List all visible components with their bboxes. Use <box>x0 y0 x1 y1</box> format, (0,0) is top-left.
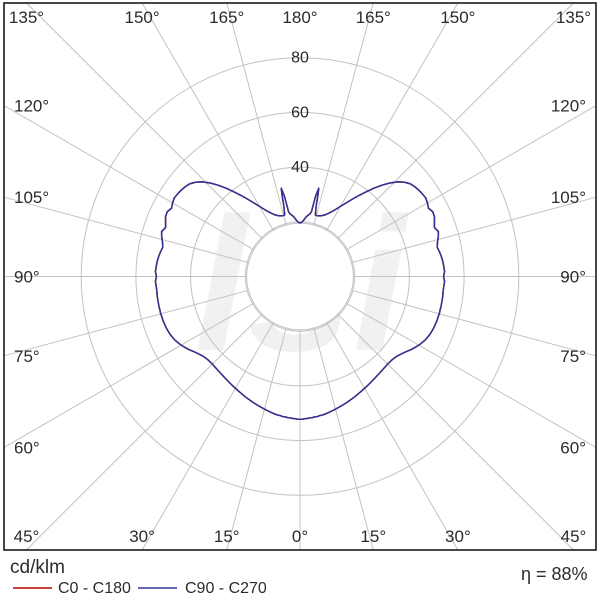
svg-text:105°: 105° <box>14 188 49 207</box>
svg-text:60°: 60° <box>560 438 586 457</box>
svg-text:165°: 165° <box>356 8 391 27</box>
svg-text:40: 40 <box>291 159 309 176</box>
svg-text:120°: 120° <box>14 97 49 116</box>
svg-text:15°: 15° <box>214 527 240 546</box>
svg-text:60°: 60° <box>14 438 40 457</box>
svg-text:15°: 15° <box>360 527 386 546</box>
svg-text:45°: 45° <box>14 527 40 546</box>
svg-text:45°: 45° <box>561 527 587 546</box>
svg-text:75°: 75° <box>14 347 40 366</box>
svg-text:180°: 180° <box>282 8 317 27</box>
svg-text:80: 80 <box>291 50 309 67</box>
svg-text:105°: 105° <box>551 188 586 207</box>
svg-text:90°: 90° <box>560 268 586 287</box>
svg-text:0°: 0° <box>292 527 308 546</box>
svg-text:165°: 165° <box>209 8 244 27</box>
svg-text:90°: 90° <box>14 268 40 287</box>
svg-text:150°: 150° <box>125 8 160 27</box>
svg-text:60: 60 <box>291 104 309 121</box>
svg-text:135°: 135° <box>9 8 44 27</box>
svg-text:75°: 75° <box>560 347 586 366</box>
svg-text:120°: 120° <box>551 97 586 116</box>
svg-text:30°: 30° <box>445 527 471 546</box>
svg-text:30°: 30° <box>129 527 155 546</box>
svg-text:150°: 150° <box>440 8 475 27</box>
svg-text:135°: 135° <box>556 8 591 27</box>
